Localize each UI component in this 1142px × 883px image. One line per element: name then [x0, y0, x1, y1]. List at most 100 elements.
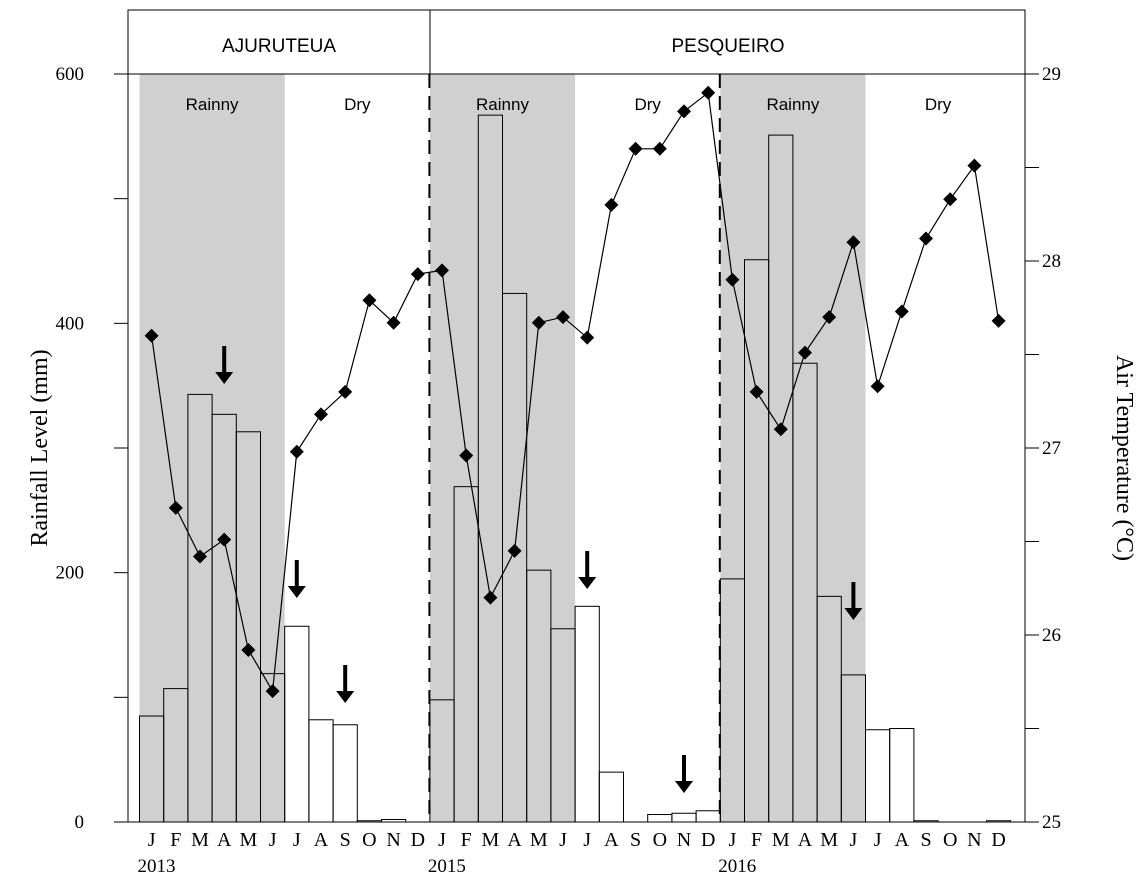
- season-label: Rainny: [186, 95, 239, 114]
- month-label: M: [530, 829, 548, 851]
- month-label: A: [798, 829, 813, 851]
- rainfall-bar: [332, 724, 358, 823]
- right-tick-label: 25: [1042, 812, 1061, 833]
- month-label: J: [874, 829, 882, 851]
- rainfall-bar: [865, 729, 891, 823]
- month-label: A: [217, 829, 232, 851]
- month-label: N: [386, 829, 400, 851]
- month-label: F: [170, 829, 181, 851]
- temperature-point: [483, 590, 498, 605]
- temperature-point: [894, 304, 909, 319]
- sampling-arrow-head: [675, 781, 693, 793]
- month-label: A: [604, 829, 619, 851]
- rainfall-bar: [284, 625, 310, 823]
- left-axis-title: Rainfall Level (mm): [27, 349, 53, 546]
- rainfall-bar: [308, 719, 334, 823]
- temperature-point: [338, 384, 353, 399]
- month-label: M: [240, 829, 258, 851]
- temperature-point: [773, 422, 788, 437]
- month-label: F: [461, 829, 472, 851]
- temperature-point: [168, 500, 183, 515]
- temperature-point: [967, 158, 982, 173]
- season-label: Dry: [344, 95, 371, 114]
- temperature-point: [556, 310, 570, 325]
- month-label: J: [559, 829, 567, 851]
- year-label: 2015: [428, 856, 466, 877]
- temperature-point: [435, 263, 449, 278]
- left-tick-label: 400: [56, 313, 85, 334]
- temperature-point: [870, 379, 885, 394]
- sampling-arrow-head: [215, 372, 234, 384]
- month-label: N: [967, 829, 981, 851]
- left-tick-label: 0: [75, 812, 85, 833]
- right-tick-label: 26: [1042, 625, 1061, 646]
- month-label: J: [438, 829, 446, 851]
- temperature-point: [677, 104, 691, 119]
- rainfall-bar: [671, 812, 697, 823]
- season-label: Dry: [925, 95, 952, 114]
- right-axis-title: Air Temperature (°C): [1111, 355, 1137, 561]
- site-header: [127, 9, 1026, 75]
- month-label: D: [991, 829, 1005, 851]
- month-label: S: [630, 829, 641, 851]
- temperature-point: [628, 141, 643, 156]
- month-label: D: [411, 829, 425, 851]
- temperature-point: [604, 197, 619, 212]
- month-label: N: [677, 829, 691, 851]
- temperature-point: [507, 543, 522, 558]
- temperature-point: [846, 235, 861, 250]
- month-label: J: [583, 829, 591, 851]
- month-label: M: [820, 829, 838, 851]
- temperature-point: [362, 293, 377, 308]
- temperature-point: [386, 315, 401, 330]
- month-label: J: [148, 829, 156, 851]
- temperature-point: [580, 330, 595, 345]
- season-label: Dry: [634, 95, 661, 114]
- temperature-point: [701, 85, 716, 100]
- temperature-point: [144, 328, 159, 343]
- temperature-point: [798, 345, 812, 360]
- month-label: O: [362, 829, 376, 851]
- left-tick-label: 200: [56, 563, 85, 584]
- temperature-point: [991, 313, 1006, 328]
- temperature-point: [193, 549, 207, 564]
- rainfall-bar: [889, 728, 915, 823]
- rainfall-bar: [695, 810, 721, 823]
- sampling-arrow-head: [578, 577, 597, 589]
- year-label: 2016: [718, 856, 756, 877]
- month-label: A: [895, 829, 910, 851]
- rainfall-bar: [647, 814, 673, 823]
- month-label: J: [729, 829, 737, 851]
- month-label: M: [772, 829, 790, 851]
- month-label: J: [293, 829, 301, 851]
- temperature-point: [459, 448, 474, 463]
- temperature-point: [822, 310, 837, 325]
- sampling-arrow-head: [336, 691, 355, 703]
- temperature-point: [652, 141, 667, 156]
- temperature-point: [943, 192, 958, 207]
- season-label: Rainny: [476, 95, 529, 114]
- sampling-arrow-head: [287, 586, 306, 598]
- month-label: M: [191, 829, 209, 851]
- month-label: A: [314, 829, 329, 851]
- month-label: D: [701, 829, 715, 851]
- month-label: J: [269, 829, 277, 851]
- temperature-point: [410, 267, 425, 282]
- rainfall-bar: [598, 771, 624, 823]
- month-label: M: [482, 829, 500, 851]
- temperature-point: [265, 684, 280, 699]
- season-label: Rainny: [766, 95, 819, 114]
- temperature-point: [531, 315, 546, 330]
- temperature-point: [217, 532, 232, 547]
- temperature-point: [289, 444, 304, 459]
- temperature-line: [151, 91, 1000, 693]
- year-label: 2013: [138, 856, 176, 877]
- month-label: O: [943, 829, 957, 851]
- month-label: O: [653, 829, 667, 851]
- rainfall-bar: [574, 605, 600, 823]
- right-tick-label: 28: [1042, 251, 1061, 272]
- temperature-point: [241, 642, 256, 657]
- month-label: F: [751, 829, 762, 851]
- temperature-point: [749, 384, 764, 399]
